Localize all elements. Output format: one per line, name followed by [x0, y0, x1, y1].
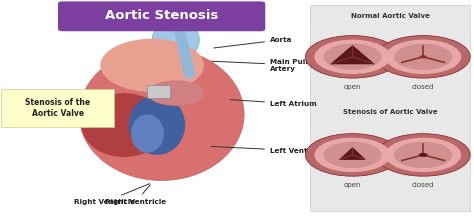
Ellipse shape [152, 18, 199, 61]
Ellipse shape [305, 134, 400, 176]
Ellipse shape [131, 114, 164, 153]
Ellipse shape [394, 142, 452, 168]
Circle shape [419, 153, 428, 157]
Ellipse shape [385, 40, 461, 74]
FancyBboxPatch shape [1, 89, 115, 127]
Text: Right Ventricle: Right Ventricle [105, 185, 166, 205]
Ellipse shape [385, 138, 461, 172]
Text: Right Ventricle: Right Ventricle [74, 184, 150, 205]
Text: Left Ventricle: Left Ventricle [211, 146, 325, 154]
Ellipse shape [100, 39, 204, 92]
Ellipse shape [394, 44, 452, 70]
Polygon shape [331, 46, 374, 64]
Ellipse shape [82, 93, 166, 157]
Ellipse shape [305, 36, 400, 78]
Text: open: open [344, 182, 361, 188]
Text: Stenosis of the
Aortic Valve: Stenosis of the Aortic Valve [26, 98, 91, 118]
Ellipse shape [323, 44, 382, 70]
Circle shape [419, 55, 427, 59]
Text: closed: closed [412, 182, 434, 188]
Ellipse shape [79, 48, 244, 181]
FancyArrowPatch shape [176, 15, 189, 73]
Text: closed: closed [412, 84, 434, 90]
Ellipse shape [323, 142, 382, 168]
Text: Aorta: Aorta [214, 37, 292, 48]
Ellipse shape [314, 138, 391, 172]
Text: Normal Aortic Valve: Normal Aortic Valve [351, 13, 429, 19]
Text: Left Atrium: Left Atrium [230, 100, 317, 107]
FancyBboxPatch shape [146, 85, 170, 98]
Ellipse shape [376, 36, 470, 78]
FancyBboxPatch shape [58, 1, 265, 31]
Ellipse shape [128, 95, 185, 155]
Ellipse shape [376, 134, 470, 176]
Text: Aortic Stenosis: Aortic Stenosis [105, 9, 219, 22]
Text: Main Pulmonary
Artery: Main Pulmonary Artery [211, 59, 336, 72]
Text: open: open [344, 84, 361, 90]
Ellipse shape [147, 80, 204, 106]
Ellipse shape [314, 40, 391, 74]
FancyBboxPatch shape [310, 5, 470, 211]
Text: Stenosis of Aortic Valve: Stenosis of Aortic Valve [343, 109, 438, 115]
Polygon shape [340, 148, 365, 159]
